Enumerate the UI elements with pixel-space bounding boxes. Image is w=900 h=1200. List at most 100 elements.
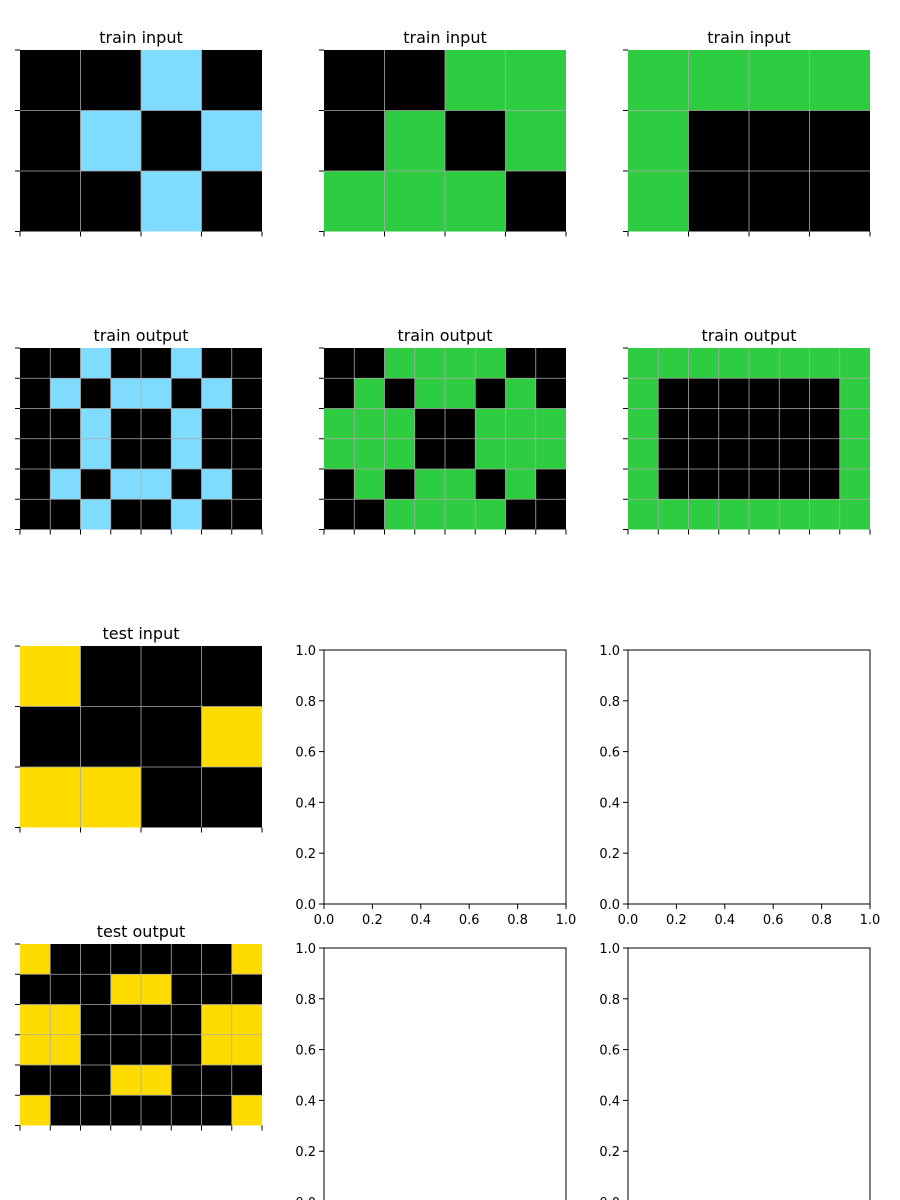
grid-cell — [535, 469, 566, 500]
grid-cell — [718, 378, 749, 409]
grid-cell — [80, 438, 111, 469]
grid-cell — [688, 378, 719, 409]
grid-cell — [445, 499, 476, 530]
grid-cell — [628, 50, 689, 111]
y-tick-label: 1.0 — [599, 942, 620, 957]
grid-cell — [171, 438, 202, 469]
y-tick-label: 0.0 — [295, 1196, 316, 1200]
grid-cell — [628, 469, 659, 500]
grid-cell — [171, 499, 202, 530]
grid-cell — [20, 1065, 51, 1096]
grid-cell — [839, 469, 870, 500]
grid-cell — [141, 646, 202, 707]
grid-cell — [20, 438, 51, 469]
panel-title: train output — [93, 326, 188, 345]
grid-cell — [354, 438, 385, 469]
y-tick-label: 0.2 — [599, 847, 620, 862]
grid-cell — [839, 499, 870, 530]
grid-cell — [201, 646, 262, 707]
grid-cell — [231, 1095, 262, 1126]
grid-cell — [749, 469, 780, 500]
grid-cell — [324, 171, 385, 232]
grid-cell — [658, 348, 689, 379]
grid-cell — [201, 1095, 232, 1126]
grid-cell — [384, 171, 445, 232]
grid-cell — [718, 438, 749, 469]
panel-9-heatmap: test output — [15, 922, 263, 1131]
grid-cell — [20, 974, 51, 1005]
grid-cell — [688, 110, 749, 171]
grid-cell — [20, 408, 51, 439]
grid-cell — [20, 348, 51, 379]
grid-cell — [50, 499, 81, 530]
grid-cell — [658, 499, 689, 530]
grid-cell — [505, 50, 566, 111]
grid-cell — [171, 1004, 202, 1035]
grid-cell — [384, 348, 415, 379]
grid-cell — [231, 944, 262, 975]
grid-cell — [110, 408, 141, 439]
grid-cell — [505, 499, 536, 530]
grid-cell — [141, 378, 172, 409]
grid-cell — [50, 469, 81, 500]
grid-cell — [20, 944, 51, 975]
panel-6-heatmap: test input — [15, 624, 263, 833]
axes-frame — [323, 947, 567, 1200]
x-tick-label: 0.4 — [714, 913, 735, 928]
grid-cell — [50, 944, 81, 975]
grid-cell — [475, 499, 506, 530]
panel-title: train output — [701, 326, 796, 345]
grid-cell — [445, 50, 506, 111]
panel-4-heatmap: train output — [319, 326, 567, 535]
grid-cell — [718, 408, 749, 439]
grid-cell — [201, 438, 232, 469]
grid-cell — [688, 171, 749, 232]
grid-cell — [141, 767, 202, 828]
y-tick-label: 1.0 — [599, 644, 620, 659]
panel-1-heatmap: train input — [319, 28, 567, 237]
grid-cell — [50, 1065, 81, 1096]
grid-cell — [171, 408, 202, 439]
grid-cell — [324, 408, 355, 439]
panel-title: train output — [397, 326, 492, 345]
grid-cell — [475, 348, 506, 379]
grid-cell — [20, 110, 81, 171]
grid-cell — [201, 974, 232, 1005]
grid-cell — [110, 944, 141, 975]
y-tick-label: 0.4 — [295, 1094, 316, 1109]
grid-cell — [628, 348, 659, 379]
grid-cell — [171, 944, 202, 975]
grid-cell — [324, 50, 385, 111]
grid-cell — [50, 1034, 81, 1065]
grid-cell — [324, 438, 355, 469]
grid-cell — [141, 348, 172, 379]
grid-cell — [141, 50, 202, 111]
grid-cell — [20, 499, 51, 530]
y-tick-label: 0.2 — [295, 1145, 316, 1160]
grid-cell — [354, 469, 385, 500]
grid-cell — [80, 469, 111, 500]
grid-cell — [201, 1034, 232, 1065]
grid-cell — [688, 438, 719, 469]
x-tick-label: 0.6 — [763, 913, 784, 928]
grid-cell — [141, 110, 202, 171]
axes-frame — [323, 649, 567, 905]
grid-cell — [171, 469, 202, 500]
grid-cell — [414, 378, 445, 409]
grid-cell — [475, 408, 506, 439]
grid-cell — [628, 378, 659, 409]
y-tick-label: 0.8 — [599, 695, 620, 710]
grid-cell — [80, 706, 141, 767]
grid-cell — [749, 171, 810, 232]
grid-cell — [535, 499, 566, 530]
grid-cell — [231, 1034, 262, 1065]
grid-cell — [231, 408, 262, 439]
grid-cell — [628, 499, 659, 530]
grid-cell — [110, 499, 141, 530]
grid-cell — [80, 378, 111, 409]
grid-cell — [110, 1034, 141, 1065]
grid-cell — [505, 348, 536, 379]
grid-cell — [384, 378, 415, 409]
grid-cell — [141, 1065, 172, 1096]
